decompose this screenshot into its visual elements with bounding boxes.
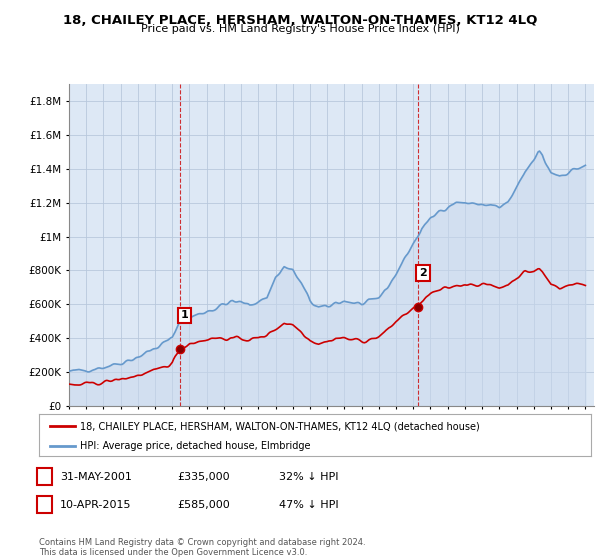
Text: 18, CHAILEY PLACE, HERSHAM, WALTON-ON-THAMES, KT12 4LQ (detached house): 18, CHAILEY PLACE, HERSHAM, WALTON-ON-TH… xyxy=(80,421,480,431)
Text: 2: 2 xyxy=(41,500,48,510)
Text: Price paid vs. HM Land Registry's House Price Index (HPI): Price paid vs. HM Land Registry's House … xyxy=(140,24,460,34)
Text: 1: 1 xyxy=(181,310,188,320)
Text: 10-APR-2015: 10-APR-2015 xyxy=(60,500,131,510)
Text: 31-MAY-2001: 31-MAY-2001 xyxy=(60,472,132,482)
Text: 32% ↓ HPI: 32% ↓ HPI xyxy=(279,472,338,482)
Text: 2: 2 xyxy=(419,268,427,278)
Text: 47% ↓ HPI: 47% ↓ HPI xyxy=(279,500,338,510)
Text: HPI: Average price, detached house, Elmbridge: HPI: Average price, detached house, Elmb… xyxy=(80,441,311,451)
Text: Contains HM Land Registry data © Crown copyright and database right 2024.
This d: Contains HM Land Registry data © Crown c… xyxy=(39,538,365,557)
Text: £585,000: £585,000 xyxy=(177,500,230,510)
Text: £335,000: £335,000 xyxy=(177,472,230,482)
Text: 1: 1 xyxy=(41,472,48,482)
Text: 18, CHAILEY PLACE, HERSHAM, WALTON-ON-THAMES, KT12 4LQ: 18, CHAILEY PLACE, HERSHAM, WALTON-ON-TH… xyxy=(63,14,537,27)
